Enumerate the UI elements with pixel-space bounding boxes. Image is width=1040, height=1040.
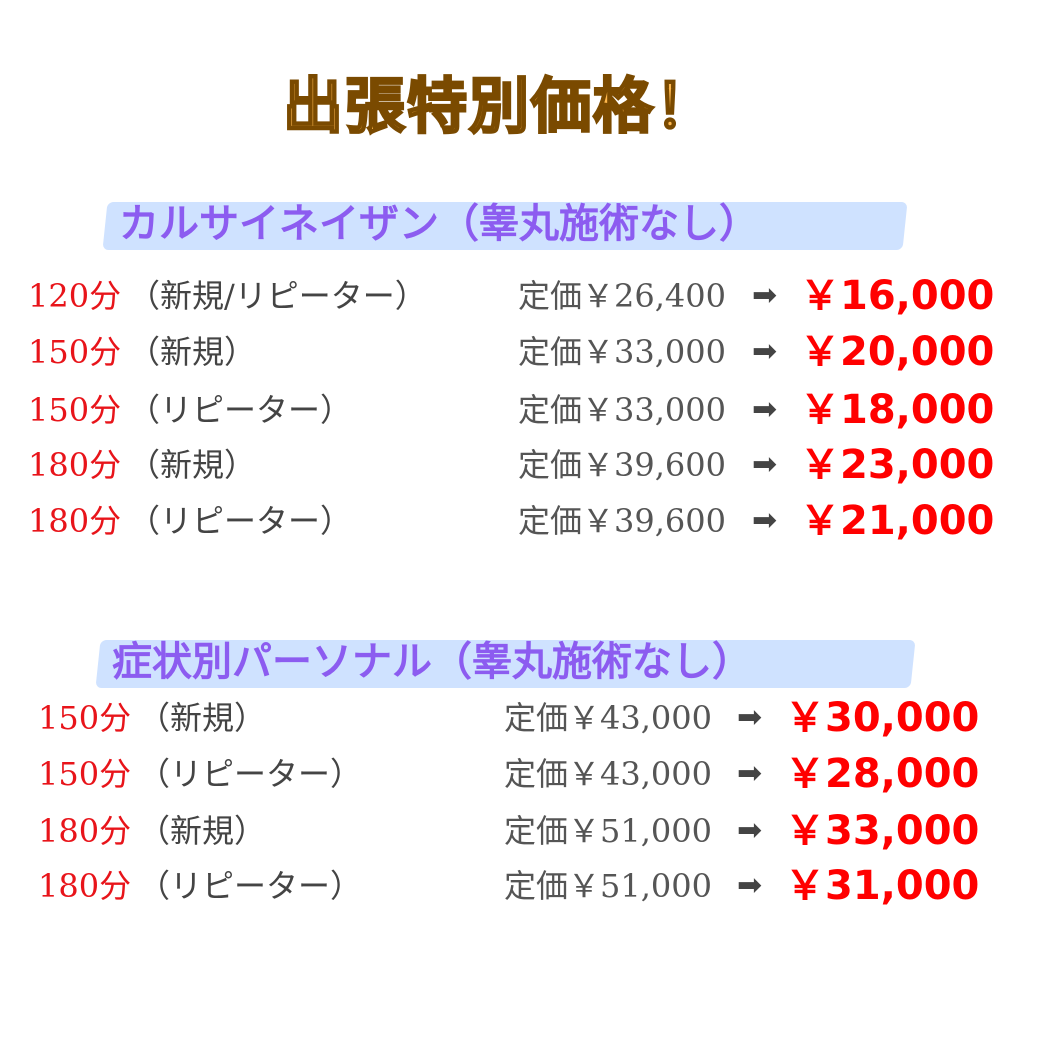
section-heading-carsai: カルサイネイザン（睾丸施術なし）	[102, 198, 908, 250]
duration: 150分	[28, 333, 122, 371]
price-row: 180分 （リピーター） 定価￥51,000 ➡ ￥31,000	[0, 861, 1040, 911]
list-price: 定価￥26,400	[518, 277, 726, 315]
price-row: 180分 （新規） 定価￥51,000 ➡ ￥33,000	[0, 806, 1040, 856]
price-row: 150分 （リピーター） 定価￥33,000 ➡ ￥18,000	[0, 385, 1040, 435]
duration: 180分	[28, 502, 122, 540]
sale-price: ￥20,000	[800, 329, 995, 375]
duration: 150分	[38, 755, 132, 793]
sale-price: ￥18,000	[800, 387, 995, 433]
list-price: 定価￥51,000	[504, 812, 712, 850]
price-row: 150分 （新規） 定価￥43,000 ➡ ￥30,000	[0, 693, 1040, 743]
customer-type: （新規）	[128, 446, 257, 484]
arrow-right-icon: ➡	[737, 700, 763, 735]
duration: 180分	[28, 446, 122, 484]
sale-price: ￥31,000	[785, 863, 980, 909]
sale-price: ￥28,000	[785, 751, 980, 797]
price-row: 180分 （新規） 定価￥39,600 ➡ ￥23,000	[0, 440, 1040, 490]
list-price: 定価￥43,000	[504, 699, 712, 737]
section-heading-text: 症状別パーソナル（睾丸施術なし）	[112, 639, 752, 685]
arrow-right-icon: ➡	[737, 813, 763, 848]
page-title: 出張特別価格！	[282, 71, 717, 144]
duration: 120分	[28, 277, 122, 315]
arrow-right-icon: ➡	[752, 334, 778, 369]
list-price: 定価￥33,000	[518, 333, 726, 371]
list-price: 定価￥39,600	[518, 502, 726, 540]
price-row: 150分 （リピーター） 定価￥43,000 ➡ ￥28,000	[0, 749, 1040, 799]
duration: 150分	[28, 391, 122, 429]
customer-type: （リピーター）	[138, 755, 363, 793]
sale-price: ￥33,000	[785, 808, 980, 854]
arrow-right-icon: ➡	[752, 392, 778, 427]
list-price: 定価￥33,000	[518, 391, 726, 429]
arrow-right-icon: ➡	[752, 503, 778, 538]
customer-type: （リピーター）	[128, 502, 353, 540]
list-price: 定価￥43,000	[504, 755, 712, 793]
sale-price: ￥30,000	[785, 695, 980, 741]
customer-type: （リピーター）	[128, 391, 353, 429]
duration: 180分	[38, 812, 132, 850]
price-row: 150分 （新規） 定価￥33,000 ➡ ￥20,000	[0, 327, 1040, 377]
arrow-right-icon: ➡	[737, 868, 763, 903]
list-price: 定価￥51,000	[504, 867, 712, 905]
duration: 150分	[38, 699, 132, 737]
price-row: 180分 （リピーター） 定価￥39,600 ➡ ￥21,000	[0, 496, 1040, 546]
list-price: 定価￥39,600	[518, 446, 726, 484]
sale-price: ￥16,000	[800, 273, 995, 319]
sale-price: ￥23,000	[800, 442, 995, 488]
arrow-right-icon: ➡	[737, 756, 763, 791]
section-heading-personal: 症状別パーソナル（睾丸施術なし）	[95, 636, 916, 688]
section-heading-text: カルサイネイザン（睾丸施術なし）	[119, 201, 759, 247]
customer-type: （新規）	[128, 333, 257, 371]
duration: 180分	[38, 867, 132, 905]
customer-type: （新規/リピーター）	[128, 277, 427, 315]
customer-type: （リピーター）	[138, 867, 363, 905]
sale-price: ￥21,000	[800, 498, 995, 544]
customer-type: （新規）	[138, 699, 267, 737]
price-row: 120分 （新規/リピーター） 定価￥26,400 ➡ ￥16,000	[0, 271, 1040, 321]
arrow-right-icon: ➡	[752, 278, 778, 313]
customer-type: （新規）	[138, 812, 267, 850]
arrow-right-icon: ➡	[752, 447, 778, 482]
